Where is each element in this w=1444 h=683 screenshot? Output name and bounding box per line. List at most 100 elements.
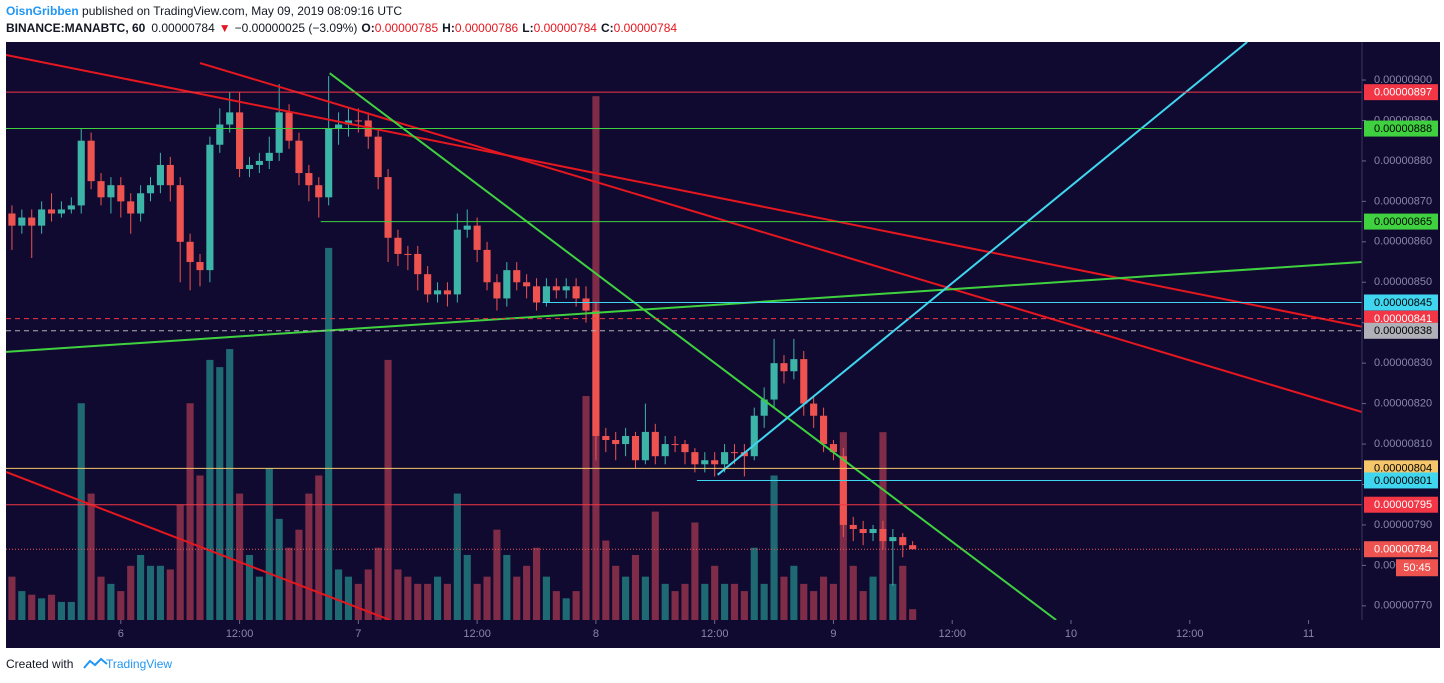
candle-body bbox=[651, 431, 659, 457]
y-tick-label: 0.00000790 bbox=[1374, 519, 1432, 531]
price-label-box bbox=[1364, 322, 1438, 339]
candle-body bbox=[899, 537, 907, 546]
volume-bar bbox=[661, 583, 669, 620]
volume-bar bbox=[57, 601, 65, 620]
candle-body bbox=[513, 270, 521, 283]
volume-bar bbox=[631, 554, 640, 620]
price-label: 0.00000784 bbox=[1374, 544, 1432, 556]
candle-body bbox=[552, 286, 560, 291]
volume-bar bbox=[335, 569, 343, 620]
volume-bar bbox=[245, 554, 254, 620]
price-label-box bbox=[1364, 294, 1438, 311]
candle-body bbox=[315, 185, 323, 198]
volume-bar bbox=[18, 591, 26, 620]
candle-body bbox=[760, 399, 768, 416]
candle-body bbox=[67, 205, 75, 210]
candle-body bbox=[295, 140, 303, 174]
volume-bar bbox=[295, 529, 303, 620]
candle-body bbox=[424, 274, 432, 295]
candle-body bbox=[146, 185, 155, 194]
volume-bar bbox=[354, 583, 362, 620]
candle-body bbox=[325, 128, 333, 198]
candle-body bbox=[354, 120, 362, 122]
candle-body bbox=[127, 201, 135, 214]
price-label-box bbox=[1364, 496, 1438, 513]
candle-body bbox=[889, 537, 897, 542]
volume-bar bbox=[166, 569, 174, 620]
candle-body bbox=[681, 444, 689, 453]
candle-body bbox=[87, 140, 95, 182]
volume-bar bbox=[602, 540, 610, 620]
candle-body bbox=[532, 286, 541, 303]
candle-body bbox=[661, 444, 669, 457]
volume-bar bbox=[374, 547, 382, 620]
price-label-box bbox=[1364, 310, 1438, 327]
volume-bar bbox=[424, 583, 432, 620]
volume-bar bbox=[176, 504, 184, 620]
volume-bar bbox=[226, 349, 234, 620]
volume-bar bbox=[651, 511, 659, 620]
trend-line bbox=[6, 53, 1362, 328]
candle-body bbox=[859, 528, 867, 534]
candle-body bbox=[780, 363, 788, 372]
volume-bar bbox=[117, 591, 125, 620]
volume-bar bbox=[67, 601, 75, 620]
candle-body bbox=[236, 112, 244, 170]
h-label: H: bbox=[442, 21, 455, 35]
candle-body bbox=[156, 164, 164, 186]
volume-bar bbox=[780, 576, 788, 620]
volume-bar bbox=[641, 576, 649, 620]
candle-body bbox=[8, 213, 16, 226]
c-value: 0.00000784 bbox=[614, 21, 678, 35]
plot bbox=[6, 42, 1362, 620]
candle-body bbox=[57, 209, 65, 214]
candle-body bbox=[384, 177, 392, 238]
x-tick-label: 7 bbox=[355, 628, 361, 640]
candle-body bbox=[869, 528, 877, 534]
candle-body bbox=[671, 444, 679, 446]
y-tick-label: 0.00000860 bbox=[1374, 236, 1432, 248]
candle-body bbox=[582, 298, 590, 311]
candle-body bbox=[800, 359, 808, 404]
candle-body bbox=[523, 282, 531, 287]
volume-bar bbox=[186, 403, 194, 620]
candle-body bbox=[226, 112, 234, 125]
volume-bar bbox=[146, 565, 155, 620]
volume-bar bbox=[344, 576, 353, 620]
candle-body bbox=[453, 229, 461, 295]
l-value: 0.00000784 bbox=[534, 21, 598, 35]
candle-body bbox=[374, 136, 382, 178]
symbol: BINANCE:MANABTC, 60 bbox=[6, 21, 146, 35]
candle-body bbox=[622, 435, 630, 445]
volume-bar bbox=[473, 583, 481, 620]
volume-bar bbox=[909, 609, 917, 620]
volume-bar bbox=[810, 591, 818, 620]
volume-bar bbox=[859, 591, 867, 620]
candle-body bbox=[819, 415, 828, 445]
y-tick-label: 0.00000820 bbox=[1374, 398, 1432, 410]
volume-bar bbox=[483, 576, 491, 620]
candle-body bbox=[265, 152, 273, 161]
volume-bar bbox=[137, 554, 145, 620]
candle-body bbox=[28, 217, 36, 226]
x-tick-label: 12:00 bbox=[701, 628, 729, 640]
o-value: 0.00000785 bbox=[375, 21, 439, 35]
volume-bar bbox=[325, 247, 333, 620]
x-tick-label: 8 bbox=[593, 628, 599, 640]
volume-bar bbox=[829, 583, 838, 620]
volume-bar bbox=[869, 576, 877, 620]
price-label: 0.00000804 bbox=[1374, 463, 1432, 475]
x-tick-label: 12:00 bbox=[1176, 628, 1204, 640]
candle-body bbox=[483, 249, 491, 283]
volume-bar bbox=[572, 591, 580, 620]
time-axis-background bbox=[6, 620, 1440, 648]
price-label: 0.00000838 bbox=[1374, 325, 1432, 337]
volume-bar bbox=[236, 493, 244, 620]
candle-body bbox=[730, 452, 739, 454]
volume-bar bbox=[582, 396, 590, 620]
candle-body bbox=[701, 460, 709, 465]
candle-body bbox=[750, 415, 758, 457]
candle-body bbox=[829, 444, 838, 453]
volume-bar bbox=[691, 522, 699, 620]
candle-body bbox=[562, 286, 570, 291]
